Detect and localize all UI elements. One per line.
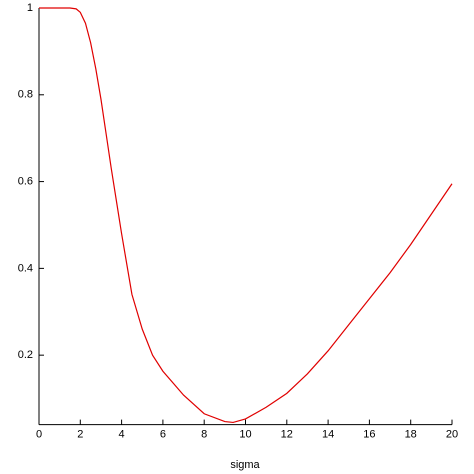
y-tick-label: 0.2 — [18, 349, 33, 361]
x-tick-label: 10 — [239, 429, 251, 441]
x-tick-label: 4 — [119, 429, 125, 441]
x-tick-label: 6 — [160, 429, 166, 441]
y-tick-label: 0.6 — [18, 175, 33, 187]
y-tick-label: 0.8 — [18, 89, 33, 101]
x-tick-label: 14 — [322, 429, 334, 441]
x-tick-label: 12 — [281, 429, 293, 441]
x-tick-label: 18 — [405, 429, 417, 441]
x-axis-label: sigma — [230, 459, 260, 471]
x-tick-label: 2 — [77, 429, 83, 441]
x-tick-label: 16 — [363, 429, 375, 441]
y-tick-label: 0.4 — [18, 262, 33, 274]
x-tick-label: 8 — [201, 429, 207, 441]
x-tick-label: 0 — [36, 429, 42, 441]
x-tick-label: 20 — [446, 429, 458, 441]
y-tick-label: 1 — [27, 2, 33, 14]
line-series — [39, 7, 453, 424]
